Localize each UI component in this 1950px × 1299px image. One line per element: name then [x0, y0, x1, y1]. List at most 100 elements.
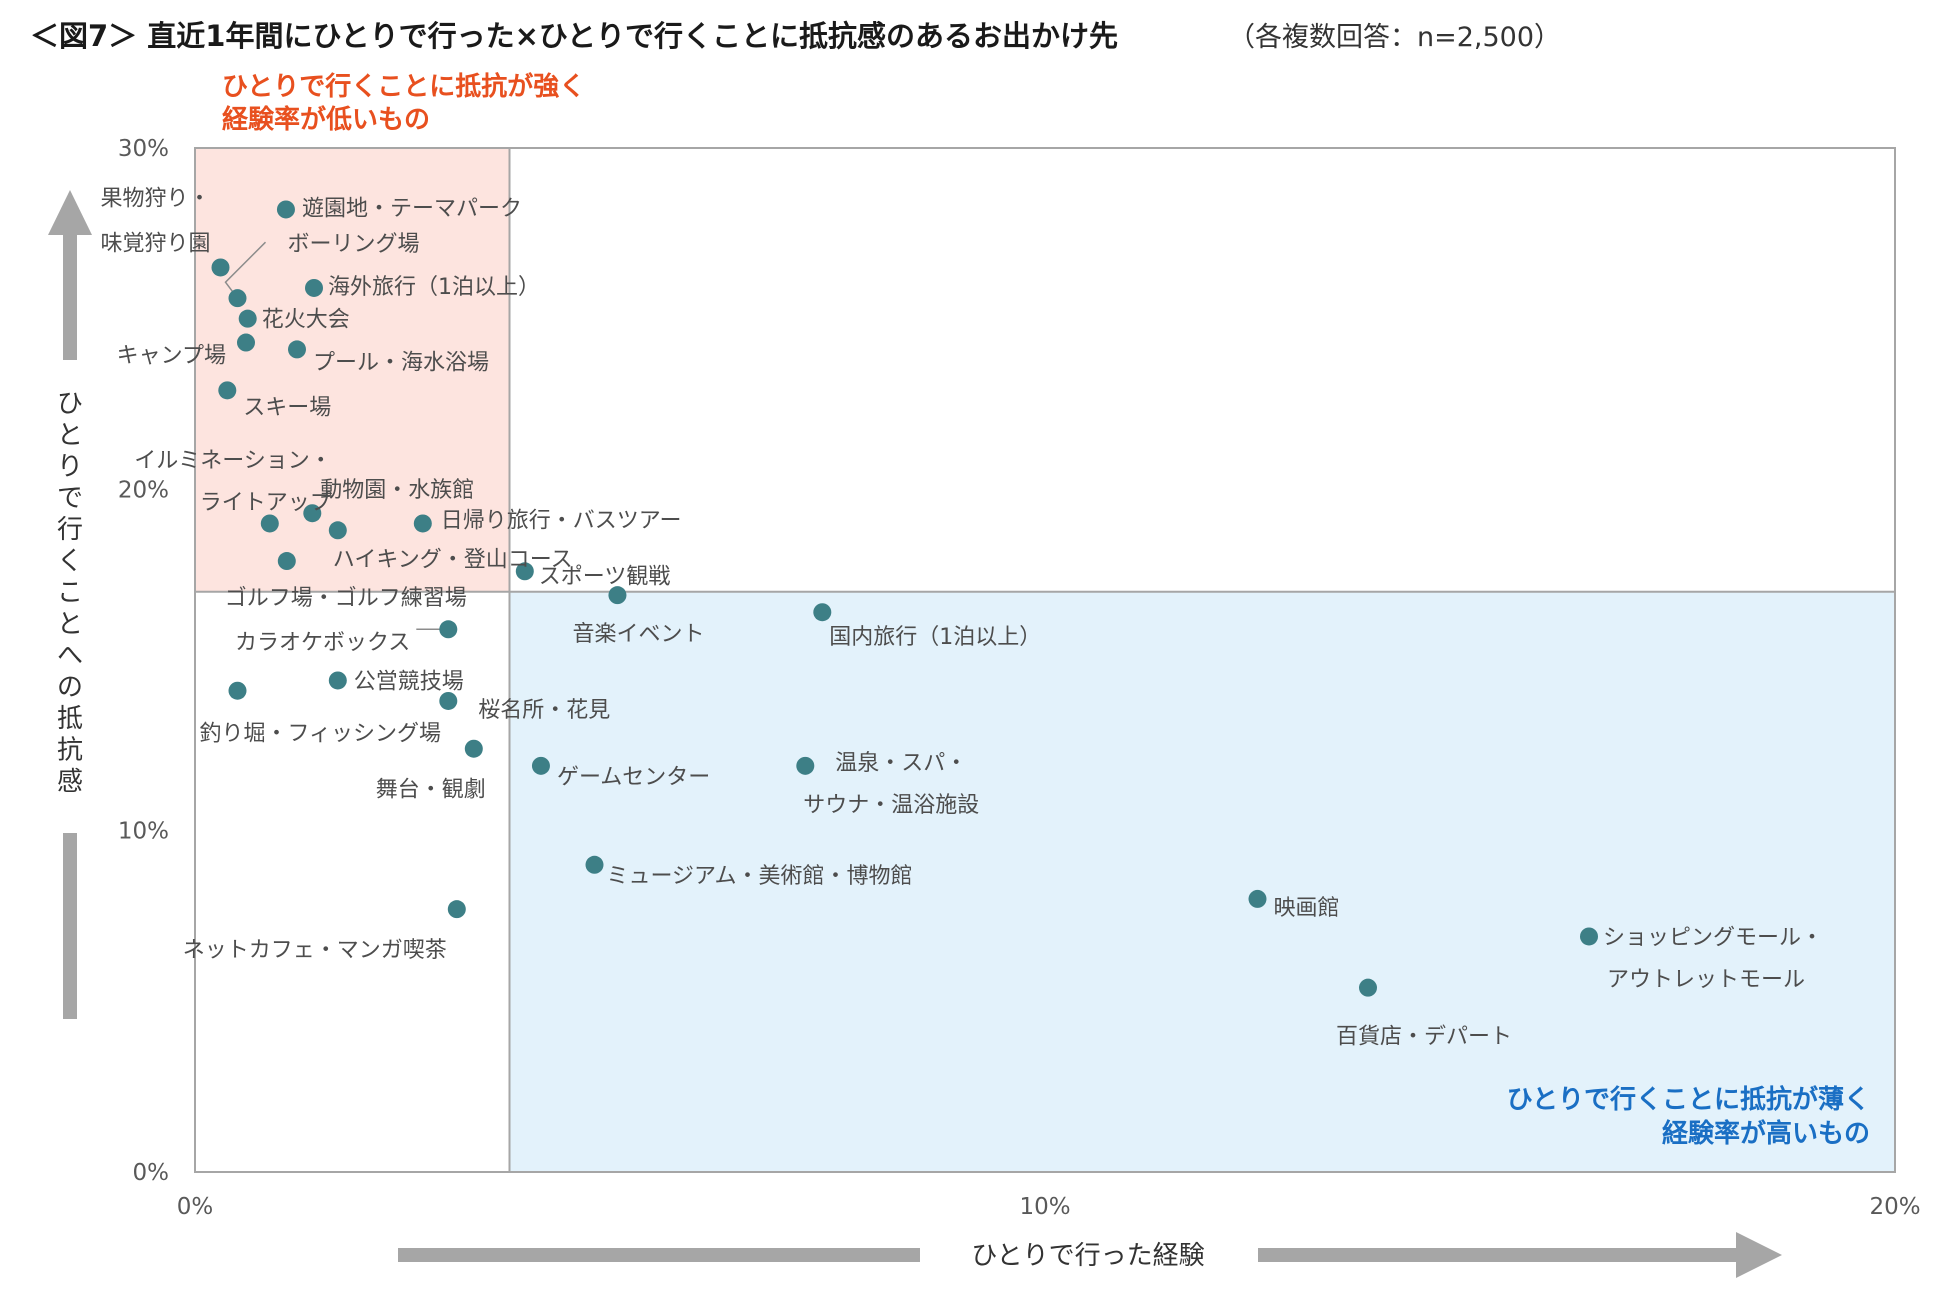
data-label: ミュージアム・美術館・博物館 — [607, 864, 913, 889]
high-region-label-line: ひとりで行くことに抵抗が強く — [222, 71, 585, 102]
y-axis-label-char: 行 — [57, 515, 83, 545]
data-point — [218, 381, 237, 400]
y-arrow-shaft-top — [63, 234, 77, 360]
data-point — [608, 586, 627, 605]
data-label: 温泉・スパ・ — [835, 751, 967, 776]
data-label: ライトアップ — [200, 490, 332, 515]
y-tick-label: 30% — [118, 136, 169, 162]
data-point — [303, 504, 322, 523]
y-axis-label-char: 感 — [57, 767, 83, 797]
data-label: ボーリング場 — [288, 232, 420, 257]
data-label: ショッピングモール・ — [1603, 925, 1823, 950]
data-point — [531, 756, 550, 775]
x-tick-label: 0% — [177, 1194, 214, 1220]
x-arrow-shaft-left — [398, 1248, 920, 1262]
data-point — [237, 333, 255, 352]
data-label: カラオケボックス — [235, 630, 410, 655]
x-tick-label: 10% — [1019, 1194, 1070, 1220]
data-point — [260, 514, 279, 533]
data-point — [328, 521, 347, 540]
y-tick-label: 0% — [133, 1160, 170, 1186]
data-point — [439, 620, 458, 639]
data-point — [1248, 889, 1267, 908]
data-point — [585, 855, 604, 874]
data-point — [439, 691, 458, 710]
y-axis-ticks: 0% 10% 20% 30% — [118, 136, 169, 1186]
y-tick-label: 10% — [118, 819, 169, 845]
x-axis-arrow — [398, 1232, 1782, 1278]
data-label: ゲームセンター — [557, 765, 710, 790]
data-label: 音楽イベント — [572, 622, 704, 647]
data-label: 舞台・観劇 — [376, 778, 486, 803]
data-label: 日帰り旅行・バスツアー — [441, 508, 682, 533]
data-label: 動物園・水族館 — [320, 478, 474, 503]
data-point — [796, 756, 815, 775]
data-label: 釣り堀・フィッシング場 — [200, 722, 442, 747]
data-point — [413, 514, 432, 533]
data-points — [211, 200, 1598, 997]
y-axis-label-char: へ — [57, 641, 83, 671]
y-axis-label-char: 抗 — [57, 736, 83, 766]
y-axis-label-char: と — [57, 610, 83, 640]
data-point — [328, 671, 347, 690]
y-axis-label-char: と — [57, 421, 83, 451]
data-label: 国内旅行（1泊以上） — [829, 625, 1041, 650]
x-arrow-shaft-right — [1258, 1248, 1738, 1262]
y-axis-label-char: ひ — [57, 389, 83, 419]
data-point — [228, 681, 247, 700]
high-resistance-region — [195, 148, 510, 592]
data-point — [228, 289, 247, 308]
low-resistance-region — [509, 591, 1895, 1172]
y-axis-label-char: り — [57, 452, 83, 482]
x-arrow-head — [1736, 1232, 1782, 1278]
y-axis-label-char: く — [57, 547, 83, 577]
high-region-label-line: 経験率が低いもの — [222, 104, 430, 135]
data-label: 遊園地・テーマパーク — [302, 196, 522, 221]
data-label: ネットカフェ・マンガ喫茶 — [183, 938, 447, 963]
data-label: サウナ・温浴施設 — [803, 793, 979, 818]
data-label: 果物狩り・ — [100, 186, 210, 211]
data-label: プール・海水浴場 — [313, 350, 489, 375]
low-region-label-line: 経験率が高いもの — [1662, 1118, 1870, 1149]
data-label: キャンプ場 — [117, 344, 226, 369]
data-point — [447, 900, 466, 919]
data-point — [211, 258, 230, 277]
y-axis-label: ひとりで行くことへの抵抗感 — [57, 389, 83, 797]
y-arrow-head — [48, 190, 92, 235]
data-label: ゴルフ場・ゴルフ練習場 — [225, 586, 467, 611]
y-axis-label-char: で — [57, 484, 83, 514]
data-label: アウトレットモール — [1607, 967, 1805, 992]
data-label: 百貨店・デパート — [1336, 1025, 1512, 1050]
data-point — [276, 200, 295, 219]
data-point — [288, 340, 306, 359]
data-label: スポーツ観戦 — [539, 564, 671, 589]
data-label: 桜名所・花見 — [478, 698, 610, 723]
x-axis-ticks: 0% 10% 20% — [177, 1194, 1921, 1220]
data-point — [1359, 978, 1377, 997]
low-region-label-line: ひとりで行くことに抵抗が薄く — [1507, 1084, 1870, 1115]
y-axis-label-char: こ — [57, 578, 83, 608]
data-label: 海外旅行（1泊以上） — [328, 275, 540, 300]
data-point — [515, 562, 534, 581]
y-arrow-shaft-bottom — [63, 833, 77, 1019]
chart-title: ＜図7＞ 直近1年間にひとりで行った×ひとりで行くことに抵抗感のあるお出かけ先 — [30, 19, 1118, 53]
data-point — [1580, 927, 1598, 946]
data-label: 公営競技場 — [354, 669, 464, 694]
y-axis-label-char: 抵 — [57, 704, 83, 734]
data-label: 味覚狩り園 — [100, 231, 210, 256]
data-label: 映画館 — [1274, 896, 1340, 921]
y-tick-label: 20% — [118, 477, 169, 503]
data-point — [464, 739, 483, 758]
x-axis-label: ひとりで行った経験 — [971, 1241, 1204, 1271]
plot-frame — [194, 147, 1896, 1173]
data-point — [238, 309, 257, 328]
data-point — [305, 278, 323, 297]
y-axis-arrow — [48, 190, 92, 1019]
y-axis-label-char: の — [57, 673, 83, 703]
data-label: ハイキング・登山コース — [333, 547, 573, 572]
data-point — [813, 603, 832, 622]
